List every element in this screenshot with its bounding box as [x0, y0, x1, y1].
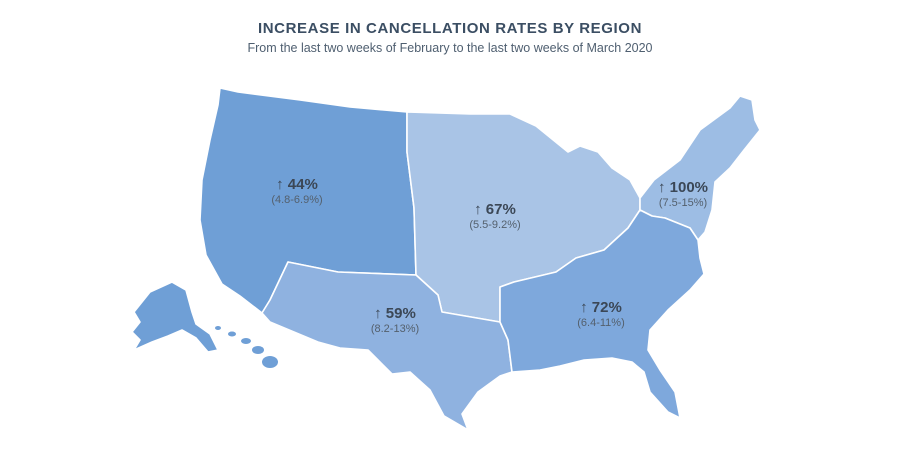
label-west: ↑ 44% (4.8-6.9%) [271, 176, 322, 206]
map-title: INCREASE IN CANCELLATION RATES BY REGION [257, 20, 643, 37]
southeast-increase: ↑ 72% [580, 299, 622, 316]
alaska-shape [131, 281, 219, 353]
label-southeast: ↑ 72% (6.4-11%) [577, 299, 624, 329]
northeast-range: (7.5-15%) [659, 197, 707, 209]
west-increase: ↑ 44% [276, 176, 318, 193]
west-range: (4.8-6.9%) [271, 194, 322, 206]
southwest-increase: ↑ 59% [374, 305, 416, 322]
southeast-range: (6.4-11%) [577, 317, 624, 329]
southwest-range: (8.2-13%) [371, 323, 419, 335]
chart-header: INCREASE IN CANCELLATION RATES BY REGION… [0, 20, 900, 55]
label-southwest: ↑ 59% (8.2-13%) [371, 305, 419, 335]
northeast-increase: ↑ 100% [658, 179, 708, 196]
region-southeast [499, 209, 705, 419]
region-southwest [261, 261, 513, 431]
label-northeast: ↑ 100% (7.5-15%) [658, 179, 708, 209]
midwest-increase: ↑ 67% [474, 201, 516, 218]
map-subtitle: From the last two weeks of February to t… [247, 41, 653, 55]
midwest-range: (5.5-9.2%) [469, 219, 520, 231]
label-midwest: ↑ 67% (5.5-9.2%) [469, 201, 520, 231]
hawaii-shape [215, 326, 278, 368]
